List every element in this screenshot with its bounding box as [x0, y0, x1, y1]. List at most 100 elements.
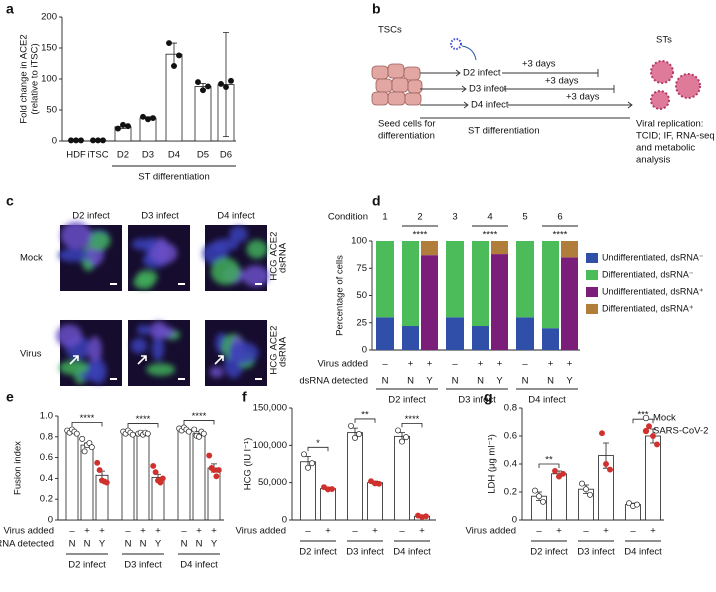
- data-point: [218, 81, 224, 87]
- cell: [60, 221, 92, 250]
- y-tick-label: 50,000: [258, 477, 287, 488]
- arrows: [420, 69, 633, 119]
- data-point: [329, 486, 335, 492]
- column-label: D4 infect: [217, 211, 255, 222]
- data-point: [205, 83, 211, 90]
- st-cells: [650, 60, 701, 110]
- data-point: [120, 121, 126, 128]
- cell: [228, 341, 259, 365]
- data-point: [352, 434, 358, 441]
- cell: [90, 359, 107, 384]
- bar: [80, 444, 94, 521]
- significance-bracket: [401, 423, 423, 428]
- bar-segment: [542, 241, 559, 329]
- y-tick-label: 0.2: [504, 487, 517, 498]
- data-point: [115, 125, 121, 132]
- bar: [551, 473, 567, 521]
- row-value: –: [125, 526, 131, 537]
- y-tick-label: 0.8: [40, 431, 53, 442]
- y-axis-label: HCG (IU l⁻¹): [243, 438, 254, 491]
- x-tick-label: HDF: [66, 150, 86, 161]
- significance-bracket: [127, 423, 159, 428]
- group-label: D4 infect: [624, 547, 662, 558]
- cell: [246, 239, 268, 259]
- bar-segment: [402, 326, 419, 350]
- bar-segment: [402, 241, 419, 327]
- row-value: +: [650, 526, 656, 537]
- bar: [65, 431, 79, 521]
- scale-bar: [255, 283, 262, 285]
- data-point: [195, 79, 201, 86]
- condition-number: 1: [382, 212, 387, 223]
- data-point: [626, 500, 632, 507]
- diagram-label: D2 infect: [463, 68, 501, 79]
- row-value: N: [382, 376, 389, 387]
- bar-segment: [516, 241, 534, 318]
- data-point: [356, 431, 362, 438]
- cell: [154, 326, 175, 339]
- condition-number: 2: [417, 212, 422, 223]
- row-value: +: [497, 359, 503, 370]
- data-point: [215, 467, 222, 474]
- panel-label: c: [6, 193, 14, 209]
- cells: [209, 332, 259, 379]
- x-tick-label: D3: [142, 150, 154, 161]
- data-point: [552, 468, 558, 474]
- row-value: N: [69, 539, 76, 550]
- data-point: [560, 470, 566, 477]
- cell: [210, 257, 241, 286]
- data-point: [95, 137, 101, 144]
- y-tick-label: 0: [48, 515, 53, 526]
- cell: [57, 248, 90, 262]
- significance-label: ****: [192, 411, 207, 422]
- significance-bracket: [354, 418, 376, 423]
- data-point: [191, 426, 198, 433]
- significance-label: *: [316, 438, 320, 449]
- bar-segment: [376, 241, 394, 318]
- data-point: [73, 430, 80, 437]
- significance-label: ****: [405, 414, 420, 425]
- data-point: [176, 52, 182, 59]
- y-tick-label: 0.4: [40, 473, 53, 484]
- bar-segment: [561, 241, 578, 258]
- diagram-label: +3 days: [522, 59, 556, 70]
- row-value: +: [419, 526, 425, 537]
- data-point: [532, 487, 538, 494]
- data-point: [223, 84, 229, 91]
- data-point: [607, 466, 613, 473]
- row-value: +: [408, 359, 414, 370]
- column-label: D2 infect: [72, 211, 110, 222]
- row-value: N: [547, 376, 554, 387]
- arrow: [461, 45, 477, 61]
- column-label: D3 infect: [141, 211, 179, 222]
- row-value: –: [181, 526, 187, 537]
- data-point: [90, 137, 96, 144]
- y-axis-label: Fusion index: [13, 441, 24, 495]
- data-point: [556, 473, 562, 480]
- condition-number: 4: [487, 212, 492, 223]
- row-value: N: [407, 376, 414, 387]
- row-value: –: [382, 359, 388, 370]
- diagram-label: +3 days: [566, 92, 600, 103]
- y-axis-label: (relative to iTSC): [30, 43, 41, 114]
- data-point: [185, 428, 192, 435]
- data-point: [103, 479, 110, 486]
- row-value: Y: [99, 539, 106, 550]
- y-tick-label: 200: [41, 12, 57, 23]
- row-value: +: [603, 526, 609, 537]
- data-point: [634, 501, 640, 508]
- data-point: [150, 115, 156, 122]
- diagram-label: +3 days: [545, 76, 579, 87]
- cells: [130, 321, 181, 376]
- micrographs: D2 infect D3 infect D4 infect Mock Virus…: [20, 211, 289, 386]
- data-point: [301, 451, 307, 458]
- row-value: +: [196, 526, 202, 537]
- diagram-label: ST differentiation: [468, 126, 539, 137]
- channel-label: HCG: [269, 259, 280, 280]
- scale-bar: [110, 283, 117, 285]
- row-value: +: [211, 526, 217, 537]
- row-value: –: [305, 526, 311, 537]
- row-value: N: [181, 539, 188, 550]
- arrow: [69, 355, 79, 365]
- bar: [136, 433, 150, 521]
